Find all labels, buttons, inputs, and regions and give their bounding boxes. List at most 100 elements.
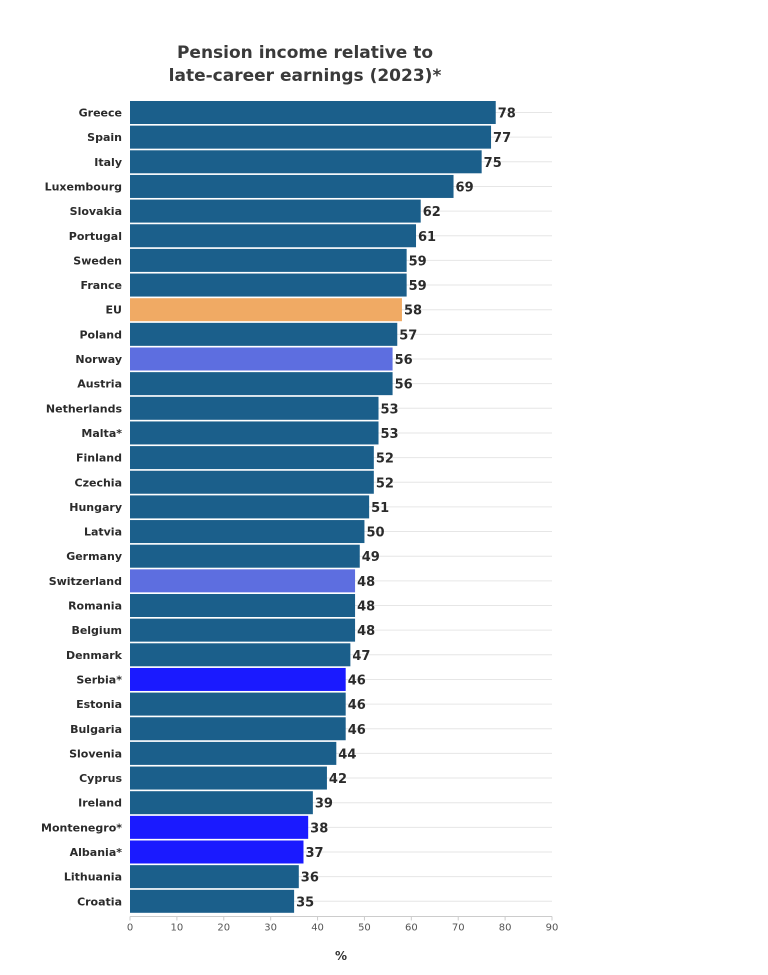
value-label: 37 [305,846,323,861]
x-tick-label: 70 [452,922,465,933]
value-label: 56 [395,378,413,393]
x-tick-label: 0 [127,922,133,933]
value-label: 61 [418,230,436,245]
value-label: 51 [371,501,389,516]
category-label: Netherlands [46,402,123,415]
category-label: Czechia [75,476,122,489]
value-label: 38 [310,821,328,836]
value-label: 69 [456,180,474,195]
bar [130,791,313,815]
category-label: Poland [79,328,122,341]
bar [130,396,379,420]
bar [130,495,370,519]
x-tick-label: 60 [405,922,418,933]
value-label: 75 [484,156,502,171]
value-label: 58 [404,304,422,319]
bar [130,174,454,198]
category-label: Switzerland [49,575,122,588]
bar [130,150,482,174]
chart-title-line-2: late-career earnings (2023)* [168,66,442,86]
category-label: Slovakia [70,205,122,218]
category-label: Greece [79,107,122,120]
category-label: Norway [75,353,122,366]
bar [130,446,374,470]
category-label: Finland [76,452,122,465]
bar [130,618,356,642]
x-tick-label: 80 [499,922,512,933]
value-label: 52 [376,476,394,491]
bar [130,520,365,544]
bar [130,544,360,568]
bar [130,766,327,790]
category-label: EU [106,304,122,317]
value-label: 48 [357,575,375,590]
value-label: 46 [348,698,366,713]
category-label: Croatia [77,895,122,908]
bar [130,224,417,248]
category-label: Germany [66,550,122,563]
x-axis-label: % [335,949,347,963]
category-label: Malta* [81,427,122,440]
value-label: 39 [315,797,333,812]
category-label: Lithuania [64,871,122,884]
bar [130,421,379,445]
bar [130,741,337,765]
value-label: 59 [409,279,427,294]
x-tick-label: 10 [171,922,184,933]
value-label: 52 [376,452,394,467]
value-label: 53 [381,427,399,442]
category-label: Hungary [69,501,122,514]
value-label: 53 [381,402,399,417]
value-label: 48 [357,600,375,615]
category-label: Sweden [73,254,122,267]
category-label: Italy [94,156,122,169]
category-label: Spain [87,131,122,144]
x-axis-ticks: 0 10 20 30 40 50 60 70 80 90 [127,916,558,933]
category-label: Slovenia [69,747,122,760]
category-label: Romania [68,600,122,613]
chart-title: Pension income relative to late-career e… [130,42,480,88]
bar [130,322,398,346]
bar [130,692,346,716]
x-tick-label: 40 [311,922,324,933]
category-label: Luxembourg [45,180,122,193]
bar [130,667,346,691]
value-label: 77 [493,131,511,146]
bar [130,889,295,913]
category-label: Montenegro* [41,821,122,834]
x-tick-label: 30 [264,922,277,933]
x-tick-label: 20 [217,922,230,933]
value-label: 49 [362,550,380,565]
value-label: 48 [357,624,375,639]
category-label: Portugal [69,230,122,243]
value-label: 42 [329,772,347,787]
value-label: 56 [395,353,413,368]
category-label: Serbia* [76,673,122,686]
category-label: Albania* [70,846,123,859]
bar [130,199,421,223]
category-label: Belgium [71,624,122,637]
bar [130,248,407,272]
bar [130,840,304,864]
bar [130,470,374,494]
value-label: 46 [348,723,366,738]
bar [130,125,492,149]
category-label: Ireland [78,797,122,810]
bar [130,865,299,889]
category-label: France [81,279,122,292]
bar [130,273,407,297]
bar [130,594,356,617]
value-labels: 78 77 75 69 62 61 59 59 58 57 56 56 53 53 52 52 51 50 49 48… [296,107,516,911]
value-label: 47 [352,649,370,664]
category-label: Denmark [66,649,123,662]
value-label: 35 [296,895,314,910]
bar [130,717,346,741]
bar [130,298,402,322]
value-label: 57 [399,328,417,343]
value-label: 59 [409,254,427,269]
category-label: Cyprus [79,772,122,785]
bar [130,347,393,371]
value-label: 36 [301,871,319,886]
category-label: Latvia [84,526,122,539]
